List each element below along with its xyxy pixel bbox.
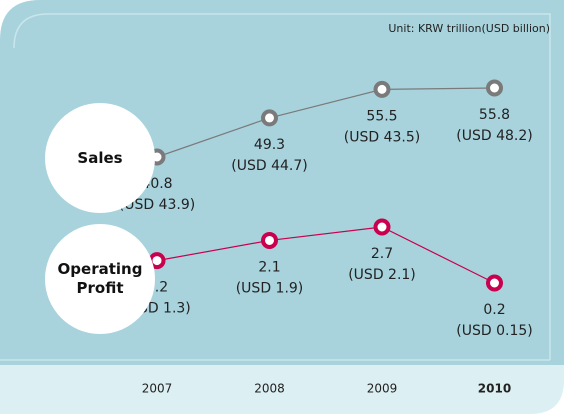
point-marker xyxy=(373,80,391,98)
point-marker xyxy=(486,274,503,292)
value-label: 2.7 xyxy=(371,246,393,262)
usd-label: (USD 44.7) xyxy=(231,158,307,174)
usd-label: (USD 43.9) xyxy=(119,197,195,213)
year-label: 2008 xyxy=(254,382,285,396)
year-label: 2007 xyxy=(142,382,173,396)
frame-line xyxy=(0,13,551,361)
usd-label: (USD 2.1) xyxy=(348,267,416,283)
value-label: 2.1 xyxy=(258,259,280,275)
point-marker xyxy=(486,79,503,97)
series-badge: Operating Profit xyxy=(45,224,155,334)
usd-label: (USD 0.15) xyxy=(456,323,532,339)
year-label: 2009 xyxy=(367,382,398,396)
year-strip xyxy=(0,365,564,414)
point-marker xyxy=(261,231,278,249)
usd-label: (USD 43.5) xyxy=(344,129,420,145)
value-label: 55.5 xyxy=(366,108,397,124)
series-badge: Sales xyxy=(45,103,155,213)
unit-note: Unit: KRW trillion(USD billion) xyxy=(388,22,550,35)
series-line xyxy=(156,226,495,284)
year-label: 2010 xyxy=(478,382,511,396)
point-marker xyxy=(261,109,278,127)
point-marker xyxy=(373,218,391,236)
value-label: 49.3 xyxy=(254,137,285,153)
usd-label: (USD 1.9) xyxy=(236,280,304,296)
usd-label: (USD 48.2) xyxy=(456,128,532,144)
value-label: 55.8 xyxy=(479,107,510,123)
series-line xyxy=(156,87,495,158)
value-label: 0.2 xyxy=(483,302,505,318)
